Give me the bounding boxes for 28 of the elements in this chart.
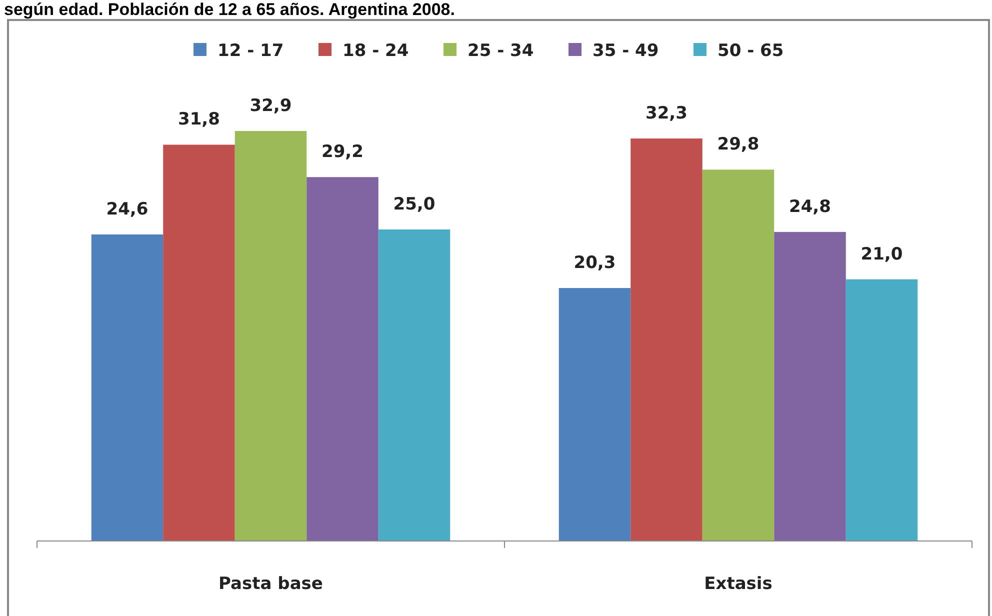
bar [306,177,378,541]
data-label: 25,0 [393,194,436,214]
data-label: 24,6 [106,199,148,220]
legend-label: 18 - 24 [342,41,409,61]
x-tick-label: Extasis [704,574,772,594]
legend-label: 25 - 34 [468,41,534,61]
bar [774,232,846,541]
data-label: 24,8 [789,196,831,217]
legend-label: 35 - 49 [592,41,659,61]
bar [558,288,631,541]
data-label: 31,8 [178,110,220,130]
data-label: 29,8 [717,134,760,155]
x-tick-label: Pasta base [218,574,323,594]
bar [378,229,450,541]
data-label: 29,2 [322,142,364,162]
bar [91,234,164,541]
data-label: 32,9 [250,96,292,116]
data-label: 20,3 [574,253,616,274]
legend-label: 12 - 17 [218,41,284,61]
bar [630,138,702,541]
data-label: 21,0 [860,244,903,264]
bar [846,279,918,541]
bar [163,144,235,541]
chart-title: según edad. Población de 12 a 65 años. Argentina 2008. [4,0,455,19]
bar [234,131,307,541]
legend-label: 50 - 65 [718,41,784,61]
data-label: 32,3 [646,103,688,124]
bar [702,170,774,541]
